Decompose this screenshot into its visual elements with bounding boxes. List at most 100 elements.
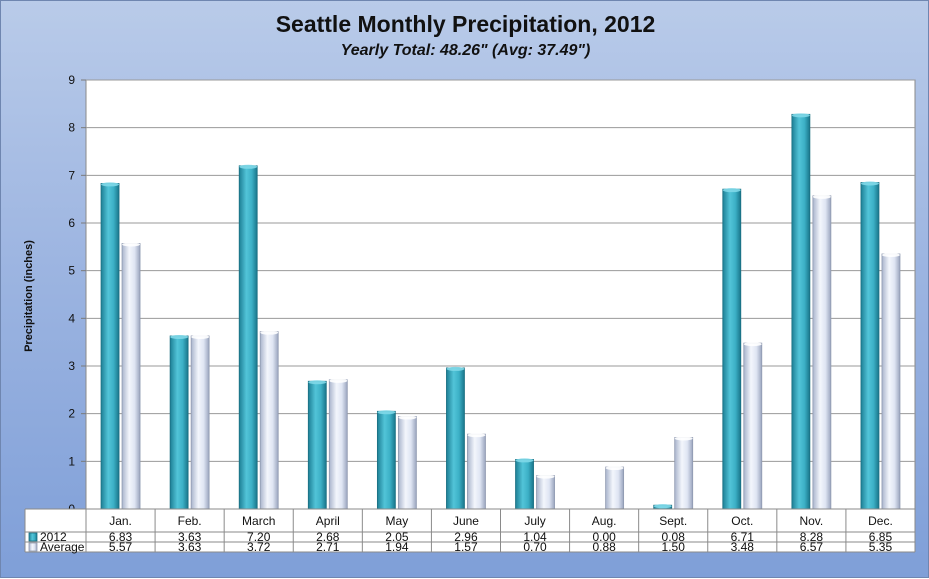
- bar-average: [190, 334, 210, 510]
- data-label: 2.05: [385, 530, 409, 544]
- bar-cap: [239, 164, 258, 169]
- bar-cap: [653, 504, 672, 509]
- x-tick-label: March: [242, 514, 275, 528]
- bar-2012: [860, 181, 880, 510]
- bar-2012: [100, 182, 120, 510]
- data-label: 5.35: [869, 540, 893, 554]
- bar-2012: [238, 164, 258, 510]
- bar-2012: [722, 188, 742, 510]
- bar-cap: [467, 433, 486, 438]
- bar-body: [791, 113, 811, 510]
- bar-cap: [791, 113, 810, 118]
- y-axis-label: Precipitation (inches): [23, 240, 35, 352]
- y-tick-label: 7: [68, 168, 75, 182]
- y-tick-label: 1: [68, 454, 75, 468]
- data-label: 6.83: [109, 530, 133, 544]
- y-tick-label: 9: [68, 73, 75, 87]
- bar-body: [812, 195, 832, 510]
- bar-2012: [307, 380, 327, 510]
- data-label: 2.71: [316, 540, 340, 554]
- bar-body: [881, 253, 901, 510]
- data-label: 0.08: [662, 530, 686, 544]
- y-tick-label: 5: [68, 264, 75, 278]
- bar-cap: [260, 330, 279, 335]
- bar-average: [605, 466, 625, 510]
- data-label: 3.72: [247, 540, 271, 554]
- bar-body: [515, 459, 534, 510]
- bar-cap: [812, 194, 831, 199]
- bar-cap: [536, 474, 555, 479]
- bar-body: [121, 243, 141, 510]
- data-label: 1.57: [454, 540, 478, 554]
- data-label: 6.85: [869, 530, 893, 544]
- bar-body: [169, 335, 189, 510]
- bar-average: [121, 242, 141, 510]
- bar-cap: [101, 182, 120, 187]
- bar-2012: [169, 334, 189, 510]
- bar-2012: [446, 366, 465, 510]
- table-corner: [25, 509, 86, 532]
- data-label: 3.48: [731, 540, 755, 554]
- data-label: 3.63: [178, 530, 202, 544]
- bar-body: [722, 188, 742, 510]
- bar-average: [674, 436, 694, 510]
- bar-average: [397, 415, 417, 510]
- legend-swatch-average: [28, 542, 38, 552]
- legend-label-2012: 2012: [40, 530, 67, 544]
- data-label: 0.70: [523, 540, 547, 554]
- x-tick-label: July: [524, 514, 545, 528]
- x-tick-label: Aug.: [592, 514, 617, 528]
- plot-area: [85, 79, 916, 510]
- chart-subtitle: Yearly Total: 48.26" (Avg: 37.49"): [340, 42, 591, 59]
- data-label: 7.20: [247, 530, 271, 544]
- x-tick-label: Jan.: [109, 514, 132, 528]
- data-label: 1.94: [385, 540, 409, 554]
- y-tick-label: 4: [68, 311, 75, 325]
- data-label: 2.96: [454, 530, 478, 544]
- bar-cap: [881, 252, 900, 257]
- bar-body: [860, 182, 880, 510]
- data-label: 0.88: [592, 540, 616, 554]
- x-tick-label: Sept.: [659, 514, 687, 528]
- bar-cap: [191, 334, 210, 339]
- bar-body: [328, 379, 348, 510]
- bar-body: [397, 416, 417, 510]
- bar-cap: [446, 366, 465, 371]
- bar-cap: [674, 436, 693, 441]
- bar-cap: [377, 410, 396, 415]
- bar-body: [674, 437, 694, 510]
- x-tick-label: April: [316, 514, 340, 528]
- data-table-bg: [25, 509, 915, 552]
- x-tick-label: Feb.: [178, 514, 202, 528]
- bar-body: [238, 165, 258, 510]
- bar-body: [605, 466, 625, 510]
- data-label: 2.68: [316, 530, 340, 544]
- bar-2012: [376, 410, 396, 510]
- bar-average: [812, 194, 832, 510]
- bar-average: [328, 378, 348, 510]
- bar-body: [307, 380, 327, 510]
- data-label: 0.00: [592, 530, 616, 544]
- bar-body: [190, 335, 210, 510]
- bar-cap: [515, 458, 534, 463]
- chart-title: Seattle Monthly Precipitation, 2012: [275, 11, 656, 37]
- x-tick-label: Oct.: [731, 514, 753, 528]
- bar-average: [536, 474, 555, 510]
- bar-cap: [398, 415, 417, 420]
- bar-2012: [515, 458, 534, 510]
- data-label: 3.63: [178, 540, 202, 554]
- y-tick-label: 2: [68, 407, 75, 421]
- bar-average: [881, 252, 901, 510]
- bar-body: [259, 331, 279, 510]
- bar-average: [467, 433, 486, 510]
- bar-cap: [743, 342, 762, 347]
- y-tick-label: 3: [68, 359, 75, 373]
- bar-cap: [329, 378, 348, 383]
- data-label: 1.04: [523, 530, 547, 544]
- bar-cap: [860, 181, 879, 186]
- x-tick-label: June: [453, 514, 479, 528]
- bar-body: [743, 342, 763, 510]
- bar-2012: [791, 113, 811, 510]
